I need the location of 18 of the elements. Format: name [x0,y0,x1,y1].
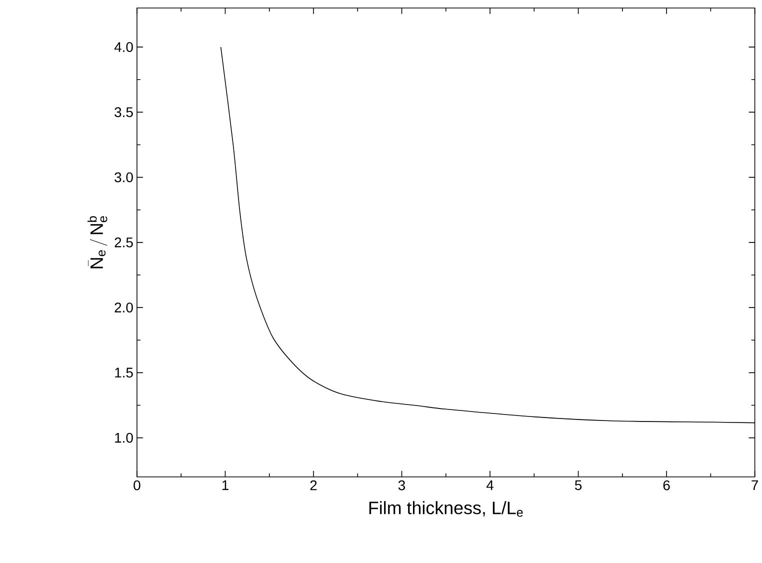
y-tick-label: 4.0 [114,42,133,52]
x-tick-label: 6 [663,480,670,490]
line-series [220,46,755,424]
y-tick-label: 3.0 [114,172,133,182]
y-axis-title: $\bar{\mathsf{N}}_{\mathsf{e}}\,/\,\mathsf{N}_{\mathsf{e}}^{\mathsf{b}}$ [88,216,108,268]
x-tick-label: 1 [222,480,228,490]
y-tick-label: 2.5 [114,238,133,248]
y-tick-label: 2.0 [114,302,133,313]
x-tick-label: 2 [310,480,317,490]
x-tick-label: 7 [752,480,758,490]
x-tick-label: 0 [134,480,140,490]
y-tick-label: 3.5 [114,107,133,118]
x-tick-label: 5 [574,480,582,490]
y-tick-label: 1.0 [115,432,133,443]
y-tick-label: 1.5 [115,368,133,378]
x-tick-label: 3 [398,480,406,490]
x-axis-title: Film thickness, L/L$_{e}$ [369,501,523,517]
x-tick-label: 4 [486,480,494,490]
